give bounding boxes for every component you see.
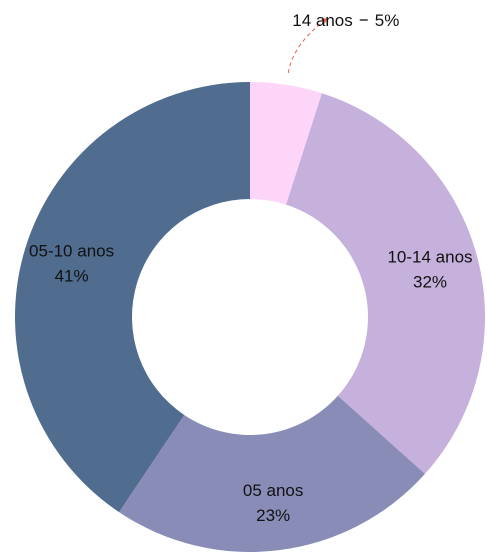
slice-category: 10-14 anos bbox=[387, 247, 472, 266]
callout-arrow bbox=[287, 17, 329, 74]
slice-value: 41% bbox=[55, 267, 89, 286]
slice-category: 05-10 anos bbox=[29, 242, 114, 261]
donut-slice bbox=[286, 93, 485, 474]
slice-value: 23% bbox=[256, 506, 290, 525]
donut-slice bbox=[119, 395, 425, 552]
slice-value: 32% bbox=[413, 272, 447, 291]
slice-category: 05 anos bbox=[243, 481, 304, 500]
donut-slice bbox=[14, 82, 250, 513]
slice-label: 14 anos 5% bbox=[292, 11, 399, 30]
callout-arrowhead bbox=[321, 17, 329, 24]
slice-category: 14 anos bbox=[292, 11, 353, 30]
slice-value: 5% bbox=[375, 11, 400, 30]
donut-slice bbox=[250, 82, 322, 205]
